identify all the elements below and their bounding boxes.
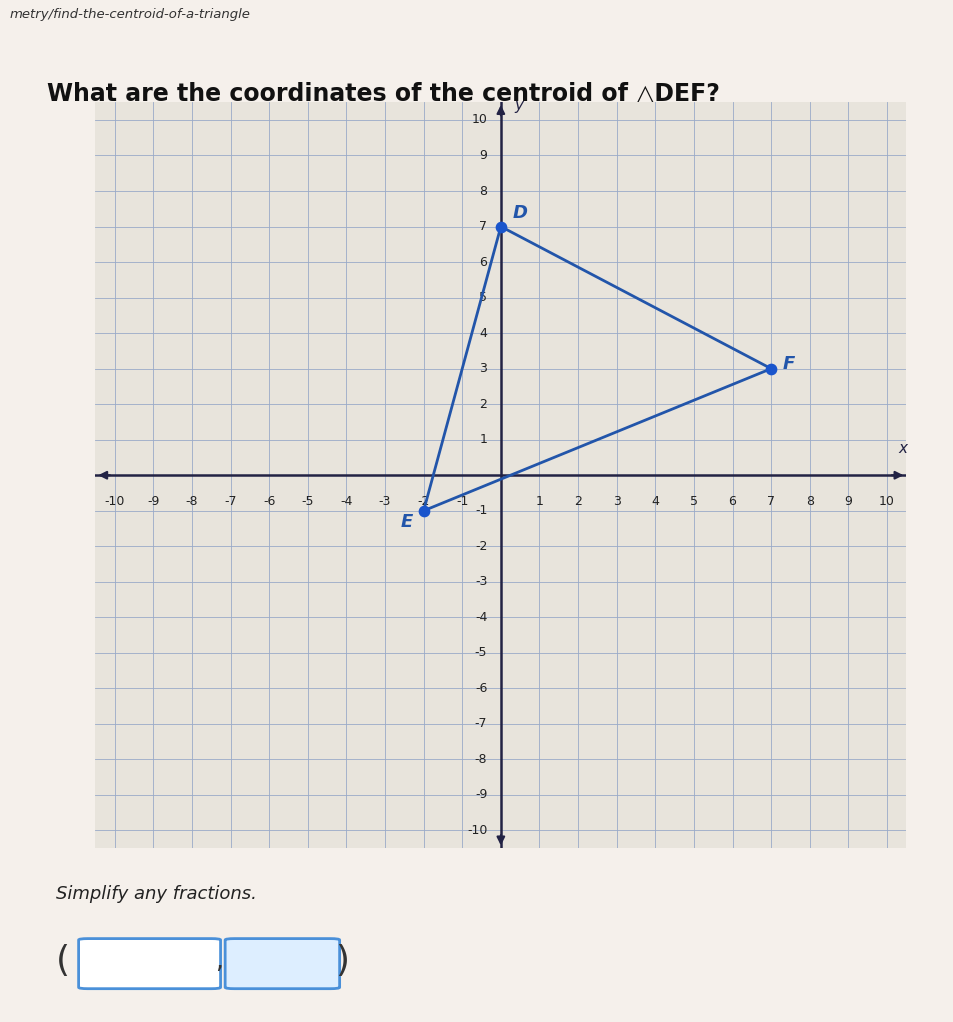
Text: What are the coordinates of the centroid of △DEF?: What are the coordinates of the centroid…	[47, 82, 719, 105]
Text: 6: 6	[728, 495, 736, 508]
Text: 7: 7	[766, 495, 775, 508]
Text: E: E	[400, 513, 413, 530]
Text: -7: -7	[475, 717, 487, 731]
Text: 5: 5	[478, 291, 487, 305]
Text: -10: -10	[105, 495, 125, 508]
Text: 2: 2	[574, 495, 581, 508]
FancyBboxPatch shape	[225, 938, 339, 988]
Text: 1: 1	[535, 495, 543, 508]
Text: D: D	[512, 203, 527, 222]
Text: -4: -4	[475, 611, 487, 623]
Text: -9: -9	[475, 788, 487, 801]
Text: 9: 9	[843, 495, 851, 508]
Text: 10: 10	[878, 495, 894, 508]
Text: ,: ,	[214, 949, 222, 974]
Text: 4: 4	[651, 495, 659, 508]
Text: 7: 7	[478, 220, 487, 233]
Text: -1: -1	[475, 504, 487, 517]
Text: 8: 8	[805, 495, 813, 508]
Text: (: (	[55, 944, 70, 978]
Text: 6: 6	[479, 256, 487, 269]
Text: -3: -3	[475, 575, 487, 589]
Text: -7: -7	[224, 495, 236, 508]
Text: -5: -5	[475, 646, 487, 659]
Text: metry/find-the-centroid-of-a-triangle: metry/find-the-centroid-of-a-triangle	[10, 8, 250, 20]
Text: -2: -2	[417, 495, 430, 508]
Text: -8: -8	[186, 495, 198, 508]
Text: 1: 1	[479, 433, 487, 447]
Text: 4: 4	[479, 327, 487, 339]
FancyBboxPatch shape	[78, 938, 220, 988]
Text: F: F	[781, 355, 794, 373]
Text: y: y	[514, 98, 523, 113]
Text: -9: -9	[147, 495, 159, 508]
Text: 5: 5	[689, 495, 698, 508]
Text: 9: 9	[479, 149, 487, 162]
Text: 3: 3	[612, 495, 620, 508]
Text: -10: -10	[466, 824, 487, 837]
Text: 8: 8	[478, 185, 487, 197]
Text: ): )	[335, 944, 349, 978]
Point	[762, 361, 778, 377]
Text: -6: -6	[475, 682, 487, 695]
Text: -6: -6	[263, 495, 275, 508]
Text: -2: -2	[475, 540, 487, 553]
Text: -5: -5	[301, 495, 314, 508]
Text: 2: 2	[479, 398, 487, 411]
Text: -4: -4	[340, 495, 353, 508]
Text: 10: 10	[471, 113, 487, 127]
Point	[493, 219, 508, 235]
Text: Simplify any fractions.: Simplify any fractions.	[55, 885, 256, 903]
Point	[416, 503, 431, 519]
Text: 3: 3	[479, 362, 487, 375]
Text: x: x	[897, 440, 906, 456]
Text: -8: -8	[475, 753, 487, 765]
Text: -3: -3	[378, 495, 391, 508]
Text: -1: -1	[456, 495, 468, 508]
